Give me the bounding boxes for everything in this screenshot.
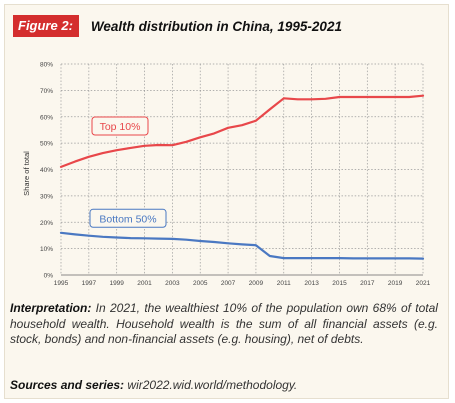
x-tick-label: 2017 xyxy=(360,280,375,287)
y-tick-label: 30% xyxy=(40,193,53,200)
sources-label: Sources and series: xyxy=(10,378,125,392)
y-axis-title: Share of total xyxy=(22,151,31,196)
series-line-top-10 xyxy=(59,94,425,168)
x-tick-label: 2011 xyxy=(277,280,291,287)
y-tick-label: 60% xyxy=(40,114,53,121)
interpretation-text: In 2021, the wealthiest 10% of the popul… xyxy=(10,301,438,346)
chart: 0% 10% 20% 30% 40% 50% 60% 70% 80% 1995 1997 1999 20… xyxy=(22,62,431,288)
y-tick-label: 80% xyxy=(40,62,53,69)
figure-header: Figure 2: Wealth distribution in China, … xyxy=(13,14,342,38)
figure-panel: Figure 2: Wealth distribution in China, … xyxy=(4,4,449,399)
y-tick-label: 70% xyxy=(40,88,53,95)
x-tick-label: 1995 xyxy=(54,280,69,287)
sources-note: Sources and series: wir2022.wid.world/me… xyxy=(10,378,438,393)
series-layer xyxy=(59,94,425,260)
x-tick-label: 1999 xyxy=(109,280,124,287)
x-tick-label: 2005 xyxy=(193,280,208,287)
x-tick-label: 2019 xyxy=(388,280,403,287)
series-label-box-top-10 xyxy=(91,116,149,136)
series-label-box-bottom-50 xyxy=(89,208,167,228)
x-tick-label: 2015 xyxy=(332,280,347,287)
series-label-bottom-50: Bottom 50% xyxy=(99,213,156,225)
y-tick-label: 20% xyxy=(40,220,53,227)
x-tick-label: 2007 xyxy=(221,280,236,287)
y-tick-label: 50% xyxy=(40,141,53,148)
x-tick-label: 1997 xyxy=(82,280,97,287)
series-label-top-10: Top 10% xyxy=(100,121,141,133)
interpretation-label: Interpretation: xyxy=(10,301,92,315)
sources-text: wir2022.wid.world/methodology. xyxy=(127,378,298,392)
x-tick-label: 2009 xyxy=(249,280,264,287)
figure-badge: Figure 2: xyxy=(13,15,79,37)
y-tick-label: 40% xyxy=(40,167,53,174)
x-tick-label: 2001 xyxy=(137,280,152,287)
series-line-bottom-50 xyxy=(59,231,425,260)
y-tick-label: 0% xyxy=(44,273,54,280)
axes: 0% 10% 20% 30% 40% 50% 60% 70% 80% 1995 1997 1999 20… xyxy=(22,62,431,288)
x-tick-label: 2013 xyxy=(304,280,319,287)
series-labels: Top 10% Bottom 50% xyxy=(89,116,167,228)
x-tick-label: 2003 xyxy=(165,280,180,287)
figure-title: Wealth distribution in China, 1995-2021 xyxy=(90,18,342,34)
x-tick-label: 2021 xyxy=(416,280,431,287)
interpretation-note: Interpretation: In 2021, the wealthiest … xyxy=(10,301,438,348)
y-tick-label: 10% xyxy=(40,246,53,253)
